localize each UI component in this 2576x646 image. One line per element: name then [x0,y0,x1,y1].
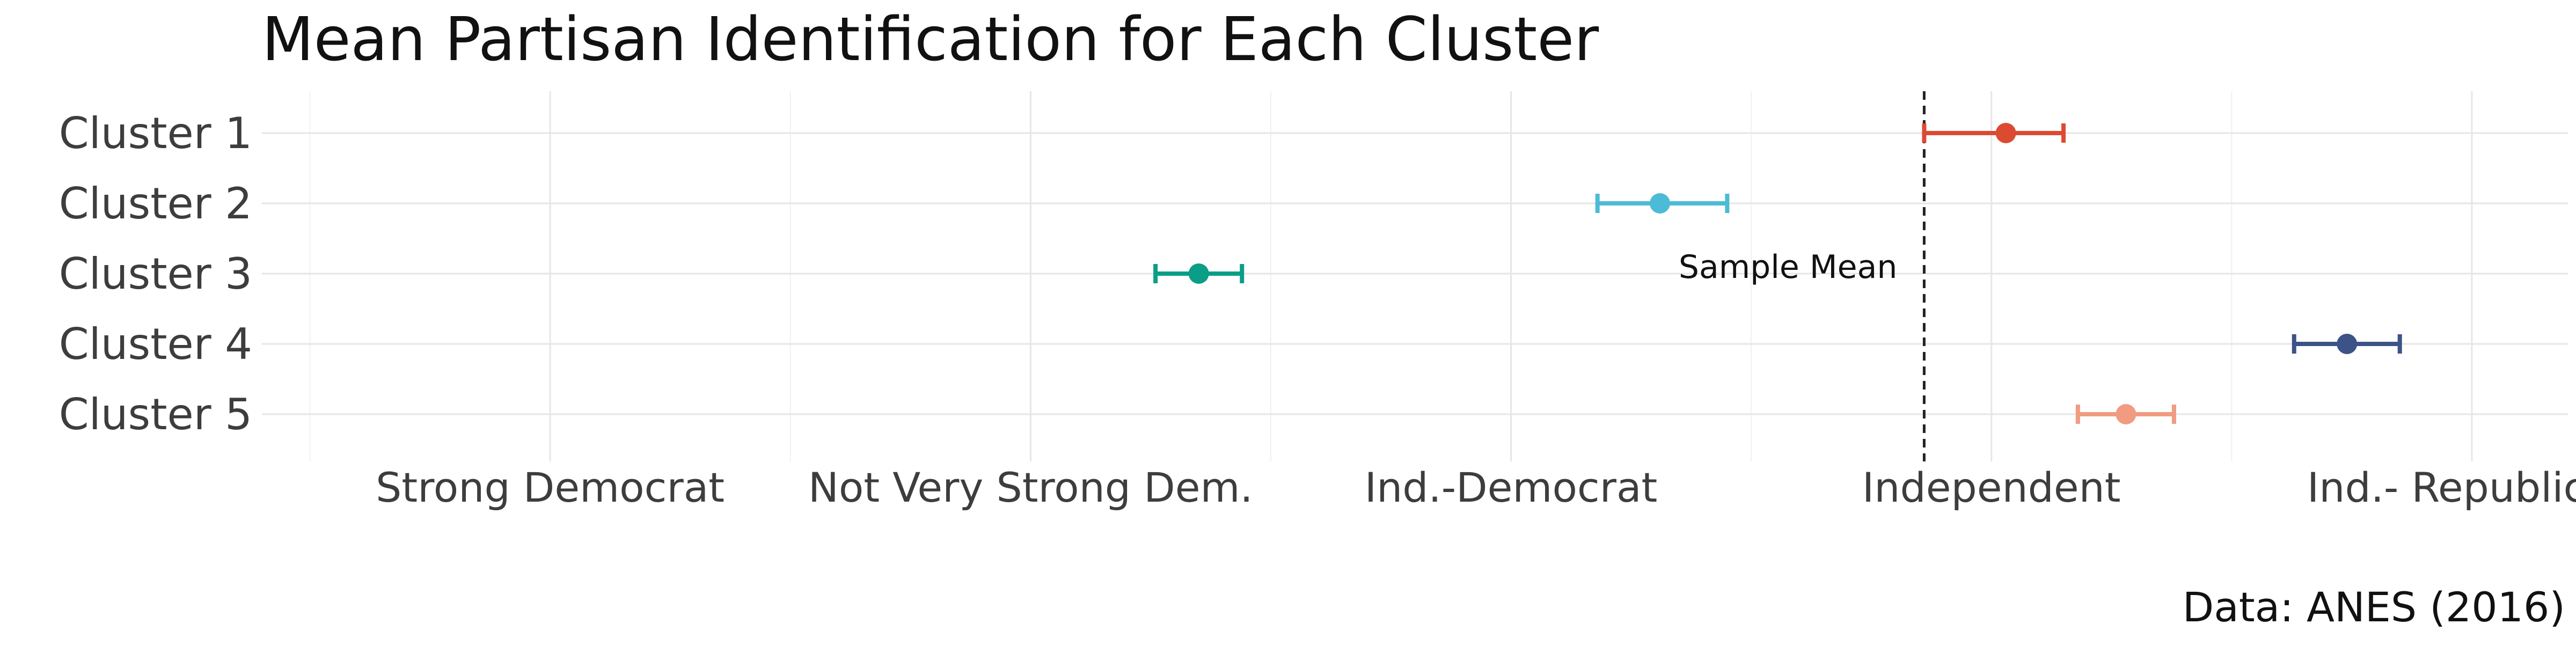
mean-point [1995,123,2016,143]
cluster-mark [2292,334,2402,354]
x-tick-label: Not Very Strong Dem. [808,464,1253,511]
x-tick-label: Strong Democrat [376,464,724,511]
y-axis-ticks: Cluster 1 Cluster 2 Cluster 3 Cluster 4 Clus… [59,108,252,439]
y-tick-label: Cluster 5 [59,390,252,439]
mean-point [2116,404,2136,424]
x-tick-label: Ind.-Democrat [1365,464,1658,511]
data-layer [1153,123,2402,424]
cluster-mark [1922,123,2066,143]
reference-layer: Sample Mean [1679,91,1926,461]
y-tick-label: Cluster 2 [59,179,252,229]
y-tick-label: Cluster 3 [59,249,252,299]
sample-mean-label: Sample Mean [1679,248,1898,286]
y-tick-label: Cluster 4 [59,319,252,369]
cluster-mark [1595,193,1730,214]
cluster-mark [2075,404,2176,424]
grid-layer [262,91,2568,461]
mean-point [2337,334,2358,354]
mean-point [1650,193,1671,214]
x-axis-ticks: Strong Democrat Not Very Strong Dem. Ind.-… [376,464,2576,511]
chart-caption: Data: ANES (2016) [2183,583,2565,631]
mean-point [1188,263,1209,284]
x-tick-label: Ind.- Republican [2307,464,2576,511]
x-tick-label: Independent [1862,464,2121,511]
chart-title: Mean Partisan Identification for Each Cl… [262,5,1599,75]
cluster-mark [1153,263,1245,284]
y-tick-label: Cluster 1 [59,108,252,158]
